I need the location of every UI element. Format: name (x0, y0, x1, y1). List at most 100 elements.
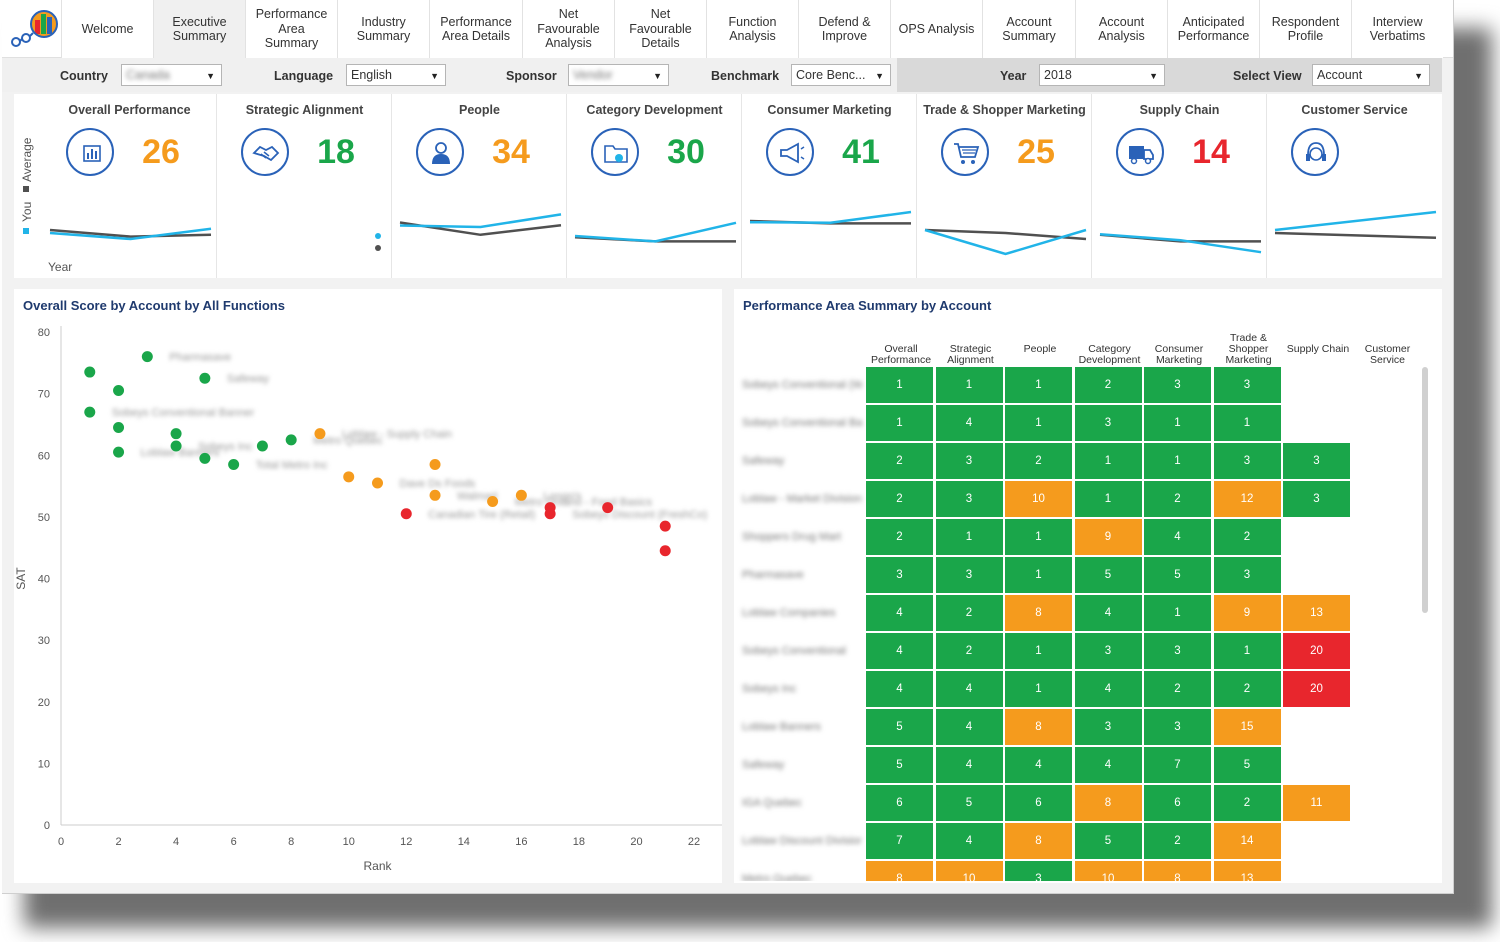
heatmap-cell[interactable]: 2 (1213, 671, 1281, 707)
kpi-card[interactable]: Customer Service (1267, 94, 1442, 278)
tab-interview-verbatims[interactable]: Interview Verbatims (1351, 0, 1443, 58)
heatmap-cell[interactable]: 8 (1144, 861, 1211, 881)
heatmap-column-header[interactable]: People (1023, 343, 1057, 355)
heatmap-cell[interactable]: 7 (1144, 747, 1211, 783)
heatmap-column-header[interactable]: Customer Service (1364, 343, 1411, 366)
tab-anticipated-performance[interactable]: Anticipated Performance (1167, 0, 1259, 58)
heatmap-cell[interactable]: 3 (866, 557, 933, 593)
kpi-card[interactable]: Supply Chain 14 (1092, 94, 1267, 278)
benchmark-select[interactable]: Core Benc... ▼ (791, 64, 891, 86)
heatmap-cell[interactable]: 1 (1005, 405, 1072, 441)
heatmap-cell[interactable]: 2 (866, 443, 933, 479)
heatmap-cell[interactable]: 10 (935, 861, 1003, 881)
heatmap-cell[interactable]: 2 (1144, 481, 1211, 517)
heatmap-cell[interactable]: 14 (1213, 823, 1281, 859)
heatmap-cell[interactable]: 3 (1144, 709, 1211, 745)
tab-executive-summary[interactable]: Executive Summary (153, 0, 245, 58)
heatmap-cell[interactable]: 4 (935, 823, 1003, 859)
heatmap-cell[interactable]: 3 (1283, 481, 1350, 517)
heatmap-cell[interactable]: 13 (1213, 861, 1281, 881)
heatmap-cell[interactable]: 1 (1213, 405, 1281, 441)
tab-performance-area-summary[interactable]: Performance Area Summary (245, 0, 337, 58)
heatmap-cell[interactable]: 4 (866, 671, 933, 707)
kpi-card[interactable]: Overall Performance 26 (14, 94, 217, 278)
heatmap-cell[interactable]: 1 (1144, 595, 1211, 631)
heatmap-cell[interactable]: 4 (866, 595, 933, 631)
heatmap-cell[interactable]: 8 (1005, 595, 1072, 631)
heatmap-cell[interactable]: 5 (866, 747, 933, 783)
heatmap-cell[interactable]: 3 (1213, 367, 1281, 403)
heatmap-cell[interactable]: 1 (1074, 443, 1142, 479)
tab-net-favourable-details[interactable]: Net Favourable Details (614, 0, 706, 58)
heatmap-cell[interactable]: 5 (1074, 557, 1142, 593)
kpi-card[interactable]: People 34 (392, 94, 567, 278)
tab-net-favourable-analysis[interactable]: Net Favourable Analysis (522, 0, 614, 58)
heatmap-cell[interactable]: 3 (1074, 405, 1142, 441)
heatmap-cell[interactable]: 6 (866, 785, 933, 821)
tab-function-analysis[interactable]: Function Analysis (706, 0, 798, 58)
year-select[interactable]: 2018 ▼ (1039, 64, 1165, 86)
heatmap-cell[interactable]: 1 (1074, 481, 1142, 517)
heatmap-cell[interactable]: 10 (1005, 481, 1072, 517)
heatmap-cell[interactable]: 2 (866, 481, 933, 517)
heatmap-cell[interactable]: 6 (1144, 785, 1211, 821)
heatmap-cell[interactable]: 1 (935, 519, 1003, 555)
heatmap-cell[interactable]: 8 (1074, 785, 1142, 821)
heatmap-cell[interactable]: 2 (1213, 519, 1281, 555)
kpi-card[interactable]: Strategic Alignment 18 (217, 94, 392, 278)
heatmap-cell[interactable]: 4 (866, 633, 933, 669)
kpi-card[interactable]: Category Development 30 (567, 94, 742, 278)
kpi-card[interactable]: Consumer Marketing 41 (742, 94, 917, 278)
heatmap-cell[interactable]: 20 (1283, 633, 1350, 669)
heatmap-column-header[interactable]: Supply Chain (1286, 343, 1350, 355)
heatmap-cell[interactable]: 5 (1144, 557, 1211, 593)
country-select[interactable]: Canada ▼ (121, 64, 222, 86)
heatmap-cell[interactable]: 1 (1005, 671, 1072, 707)
heatmap-cell[interactable]: 13 (1283, 595, 1350, 631)
heatmap-cell[interactable]: 11 (1283, 785, 1350, 821)
heatmap-cell[interactable]: 10 (1074, 861, 1142, 881)
heatmap-cell[interactable]: 4 (1074, 595, 1142, 631)
heatmap-column-header[interactable]: Category Development (1078, 343, 1141, 366)
heatmap-cell[interactable]: 3 (935, 481, 1003, 517)
heatmap-cell[interactable]: 8 (866, 861, 933, 881)
kpi-card[interactable]: Trade & Shopper Marketing 25 (917, 94, 1092, 278)
heatmap-cell[interactable]: 4 (1074, 671, 1142, 707)
heatmap-cell[interactable]: 5 (1074, 823, 1142, 859)
heatmap-cell[interactable]: 6 (1005, 785, 1072, 821)
heatmap-column-header[interactable]: Consumer Marketing (1154, 343, 1204, 366)
heatmap-cell[interactable]: 4 (935, 709, 1003, 745)
heatmap-cell[interactable]: 4 (935, 747, 1003, 783)
heatmap-cell[interactable]: 3 (1213, 443, 1281, 479)
heatmap-cell[interactable]: 1 (866, 405, 933, 441)
heatmap-cell[interactable]: 4 (1074, 747, 1142, 783)
heatmap-cell[interactable]: 20 (1283, 671, 1350, 707)
heatmap-cell[interactable]: 2 (1144, 823, 1211, 859)
heatmap-column-header[interactable]: Trade & Shopper Marketing (1225, 332, 1272, 366)
tab-account-summary[interactable]: Account Summary (982, 0, 1075, 58)
heatmap-cell[interactable]: 2 (935, 595, 1003, 631)
tab-defend-improve[interactable]: Defend & Improve (798, 0, 890, 58)
heatmap-cell[interactable]: 3 (1213, 557, 1281, 593)
heatmap-column-header[interactable]: Overall Performance (870, 343, 932, 366)
sponsor-select[interactable]: Vendor ▼ (568, 64, 669, 86)
heatmap-cell[interactable]: 4 (935, 405, 1003, 441)
heatmap-cell[interactable]: 8 (1005, 823, 1072, 859)
heatmap-scrollbar[interactable] (1422, 367, 1428, 613)
heatmap-cell[interactable]: 9 (1213, 595, 1281, 631)
heatmap-cell[interactable]: 3 (1005, 861, 1072, 881)
heatmap-cell[interactable]: 7 (866, 823, 933, 859)
heatmap-cell[interactable]: 1 (1005, 367, 1072, 403)
heatmap-cell[interactable]: 1 (1005, 557, 1072, 593)
heatmap-cell[interactable]: 5 (935, 785, 1003, 821)
heatmap-cell[interactable]: 2 (1144, 671, 1211, 707)
heatmap-cell[interactable]: 15 (1213, 709, 1281, 745)
heatmap-cell[interactable]: 12 (1213, 481, 1281, 517)
tab-ops-analysis[interactable]: OPS Analysis (890, 0, 982, 58)
heatmap-cell[interactable]: 2 (1074, 367, 1142, 403)
heatmap-cell[interactable]: 3 (1144, 367, 1211, 403)
heatmap-cell[interactable]: 2 (866, 519, 933, 555)
tab-industry-summary[interactable]: Industry Summary (337, 0, 429, 58)
heatmap-cell[interactable]: 5 (866, 709, 933, 745)
heatmap-cell[interactable]: 2 (1213, 785, 1281, 821)
